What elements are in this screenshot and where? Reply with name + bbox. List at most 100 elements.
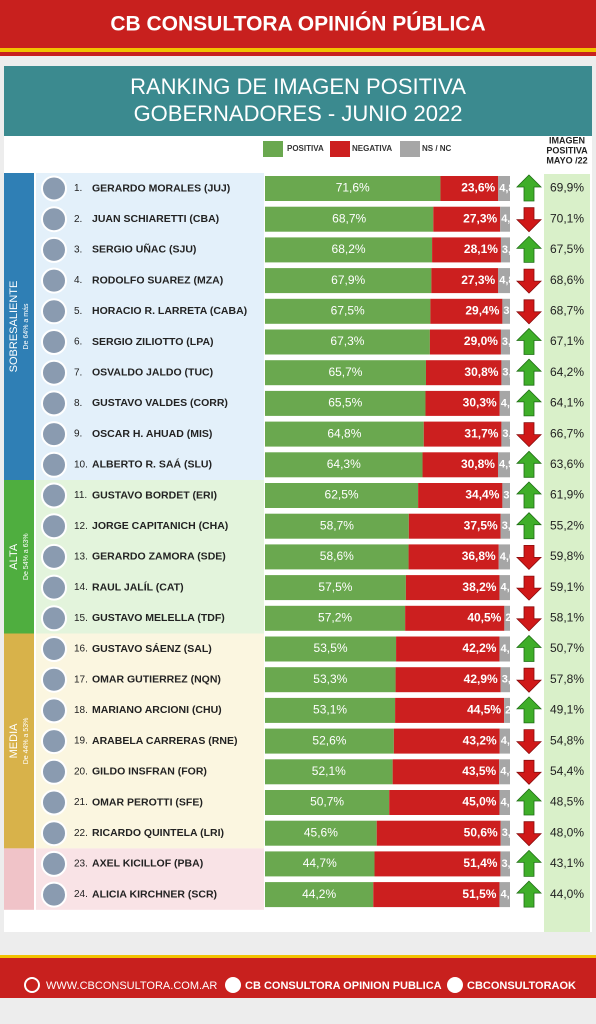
category-label: OSCAR H. AHUAD (MIS) bbox=[92, 428, 212, 440]
rank: 10. bbox=[74, 459, 88, 470]
bar-segment bbox=[265, 421, 424, 447]
header-title: CB CONSULTORA OPINIÓN PÚBLICA bbox=[110, 12, 485, 36]
group-band bbox=[36, 173, 264, 480]
bar-segment bbox=[374, 851, 501, 877]
value-label: 45,6% bbox=[304, 825, 338, 839]
previous-value: 63,6% bbox=[550, 457, 584, 471]
bar-segment bbox=[433, 206, 501, 232]
category-label: RICARDO QUINTELA (LRI) bbox=[92, 827, 224, 839]
category-label: GERARDO ZAMORA (SDE) bbox=[92, 551, 226, 563]
value-label: 4,2 bbox=[501, 735, 516, 747]
value-label: 44,5% bbox=[467, 703, 501, 717]
avatar bbox=[41, 298, 67, 325]
value-label: 50,7% bbox=[310, 795, 344, 809]
previous-value: 67,1% bbox=[550, 334, 584, 348]
previous-value: 61,9% bbox=[550, 488, 584, 502]
value-label: 67,9% bbox=[331, 273, 365, 287]
rank: 1. bbox=[74, 183, 82, 194]
value-label: 45,0% bbox=[462, 795, 496, 809]
bar-segment bbox=[500, 513, 510, 539]
avatar bbox=[41, 390, 67, 417]
bar-segment bbox=[265, 728, 394, 754]
category-label: OSVALDO JALDO (TUC) bbox=[92, 366, 213, 378]
value-label: 3,1 bbox=[503, 489, 518, 501]
value-label: 34,4% bbox=[465, 488, 499, 502]
bar-segment bbox=[265, 575, 406, 601]
rank: 17. bbox=[74, 674, 88, 685]
value-label: 2,4 bbox=[505, 704, 521, 716]
previous-value: 64,2% bbox=[550, 365, 584, 379]
avatar bbox=[41, 636, 67, 662]
previous-value: 49,1% bbox=[550, 703, 584, 717]
category-label: GUSTAVO SÁENZ (SAL) bbox=[92, 642, 212, 655]
value-label: 67,3% bbox=[330, 334, 364, 348]
bar-segment bbox=[265, 237, 433, 263]
bar-segment bbox=[430, 298, 503, 324]
bar-segment bbox=[392, 759, 500, 785]
bar-segment bbox=[500, 667, 510, 693]
avatar bbox=[41, 513, 67, 540]
legend-swatch bbox=[330, 141, 350, 157]
avatar bbox=[41, 421, 67, 448]
bar-segment bbox=[501, 360, 510, 386]
bar-segment bbox=[500, 206, 510, 232]
group-band bbox=[36, 633, 264, 849]
category-label: GUSTAVO BORDET (ERI) bbox=[92, 489, 217, 501]
trend-down bbox=[516, 545, 542, 570]
bar-segment bbox=[265, 329, 430, 355]
avatar bbox=[41, 789, 67, 816]
bar-segment bbox=[265, 882, 374, 908]
previous-header: MAYO /22 bbox=[546, 155, 587, 165]
value-label: 44,7% bbox=[303, 856, 337, 870]
value-label: 3,8 bbox=[502, 827, 517, 839]
category-label: JORGE CAPITANICH (CHA) bbox=[92, 520, 228, 532]
category-label: GERARDO MORALES (JUJ) bbox=[92, 182, 230, 194]
bar-segment bbox=[498, 268, 510, 294]
bar-segment bbox=[393, 728, 500, 754]
rank: 3. bbox=[74, 245, 82, 256]
trend-up bbox=[516, 512, 542, 540]
group-note: De 44% a 53% bbox=[23, 718, 30, 765]
bar-segment bbox=[501, 421, 510, 447]
twitter-icon bbox=[447, 977, 463, 993]
value-label: 52,6% bbox=[312, 733, 346, 747]
value-label: 4,2 bbox=[501, 397, 516, 409]
bar-segment bbox=[498, 544, 510, 570]
category-label: SERGIO ZILIOTTO (LPA) bbox=[92, 336, 214, 348]
value-label: 30,8% bbox=[464, 365, 498, 379]
value-label: 58,6% bbox=[320, 549, 354, 563]
avatar bbox=[41, 820, 67, 847]
value-label: 40,5% bbox=[467, 610, 501, 624]
bar-segment bbox=[265, 544, 409, 570]
trend-up bbox=[516, 358, 542, 386]
trend-up bbox=[516, 849, 542, 877]
facebook-icon bbox=[225, 977, 241, 993]
value-label: 51,5% bbox=[462, 887, 496, 901]
trend-down bbox=[516, 299, 542, 325]
value-label: 30,3% bbox=[463, 396, 497, 410]
footer-twitter: CBCONSULTORAOK bbox=[467, 980, 576, 992]
group-strip bbox=[4, 633, 34, 849]
rank: 6. bbox=[74, 337, 82, 348]
value-label: 44,2% bbox=[302, 887, 336, 901]
category-label: OMAR GUTIERREZ (NQN) bbox=[92, 673, 221, 685]
avatar bbox=[41, 359, 67, 386]
category-label: MARIANO ARCIONI (CHU) bbox=[92, 704, 222, 716]
previous-value: 58,1% bbox=[550, 610, 584, 624]
value-label: 3,7 bbox=[502, 336, 517, 348]
bar-segment bbox=[265, 697, 396, 723]
bar-segment bbox=[408, 513, 501, 539]
previous-header: POSITIVA bbox=[546, 145, 588, 155]
bar-segment bbox=[265, 298, 431, 324]
footer-band bbox=[0, 958, 596, 998]
bar-segment bbox=[408, 544, 499, 570]
bar-segment bbox=[499, 759, 510, 785]
value-label: 65,5% bbox=[328, 396, 362, 410]
bar-segment bbox=[373, 882, 500, 908]
group-strip bbox=[4, 173, 34, 480]
legend-label: NS / NC bbox=[422, 144, 452, 153]
avatar bbox=[41, 175, 67, 202]
trend-up bbox=[516, 880, 542, 908]
value-label: 3,8 bbox=[502, 520, 517, 532]
rank: 4. bbox=[74, 275, 82, 286]
